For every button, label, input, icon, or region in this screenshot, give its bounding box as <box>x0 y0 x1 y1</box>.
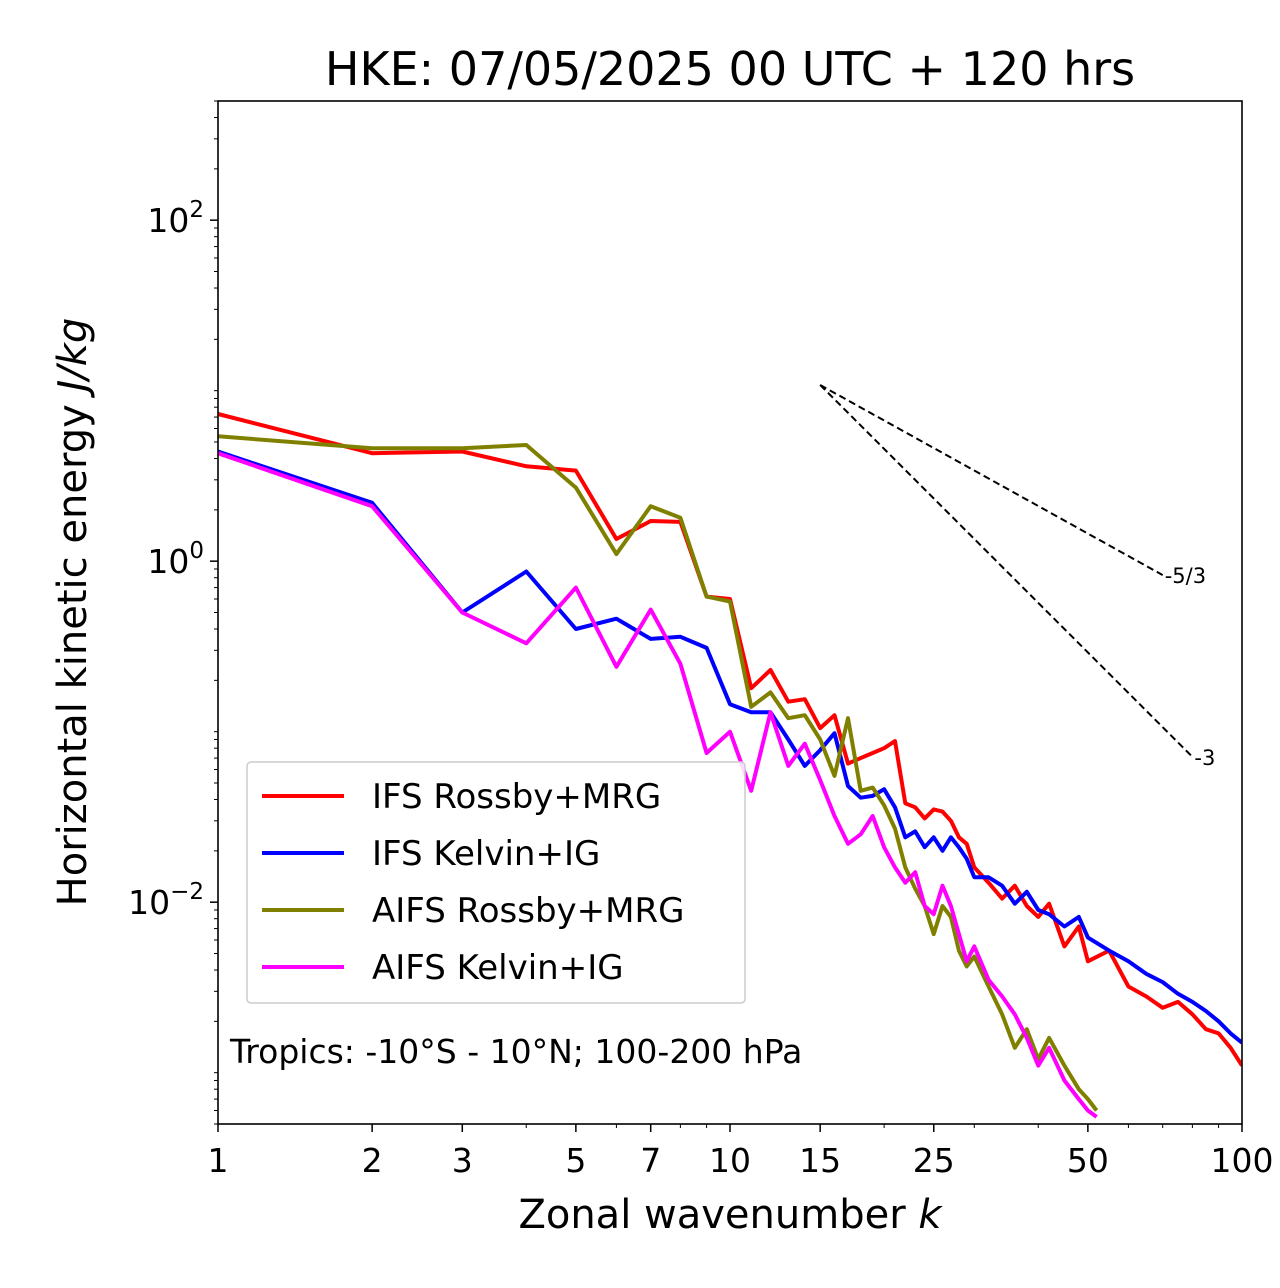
x-axis-ticks: 1 2 3 5 7 10 15 25 50 100 <box>208 1124 1274 1180</box>
x-tick-label: 10 <box>709 1141 751 1180</box>
legend: IFS Rossby+MRG IFS Kelvin+IG AIFS Rossby+M… <box>246 761 746 1004</box>
region-annotation: Tropics: -10°S - 10°N; 100-200 hPa <box>229 1032 802 1071</box>
reference-line-label: -3 <box>1194 746 1215 770</box>
x-tick-label: 2 <box>362 1141 383 1180</box>
legend-label: AIFS Rossby+MRG <box>372 891 684 931</box>
y-tick-label: 102 <box>147 197 204 240</box>
series-line <box>218 449 1242 1045</box>
y-tick-label: 10−2 <box>128 879 204 922</box>
chart-title: HKE: 07/05/2025 00 UTC + 120 hrs <box>325 42 1135 96</box>
x-tick-label: 7 <box>640 1141 661 1180</box>
legend-label: IFS Rossby+MRG <box>372 777 661 817</box>
series-line <box>218 451 1098 1119</box>
y-axis-label: Horizontal kinetic energy J/kg <box>50 318 96 907</box>
y-axis-ticks: 10−2 100 102 <box>128 197 218 922</box>
legend-frame <box>246 761 746 1004</box>
x-tick-label: 1 <box>208 1141 229 1180</box>
reference-slope-lines: -5/3 -3 <box>819 384 1215 770</box>
reference-line <box>819 384 1164 576</box>
x-tick-label: 25 <box>913 1141 955 1180</box>
reference-line <box>819 384 1194 758</box>
legend-label: IFS Kelvin+IG <box>372 834 600 874</box>
series-lines <box>218 412 1242 1119</box>
x-axis-label: Zonal wavenumber k <box>518 1192 943 1238</box>
x-tick-label: 15 <box>799 1141 841 1180</box>
x-tick-label: 3 <box>452 1141 473 1180</box>
y-tick-label: 100 <box>147 538 204 581</box>
legend-label: AIFS Kelvin+IG <box>372 948 624 988</box>
series-line <box>218 434 1099 1112</box>
x-tick-label: 5 <box>565 1141 586 1180</box>
x-tick-label: 100 <box>1211 1141 1274 1180</box>
x-tick-label: 50 <box>1067 1141 1109 1180</box>
reference-line-label: -5/3 <box>1165 564 1206 588</box>
